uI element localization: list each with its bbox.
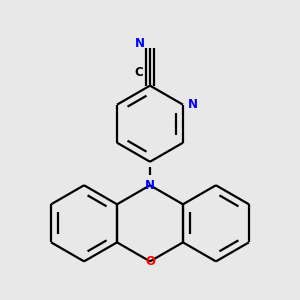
Text: C: C — [134, 66, 143, 79]
Text: N: N — [188, 98, 198, 111]
Text: N: N — [145, 179, 155, 192]
Text: O: O — [145, 255, 155, 268]
Text: N: N — [135, 38, 145, 50]
